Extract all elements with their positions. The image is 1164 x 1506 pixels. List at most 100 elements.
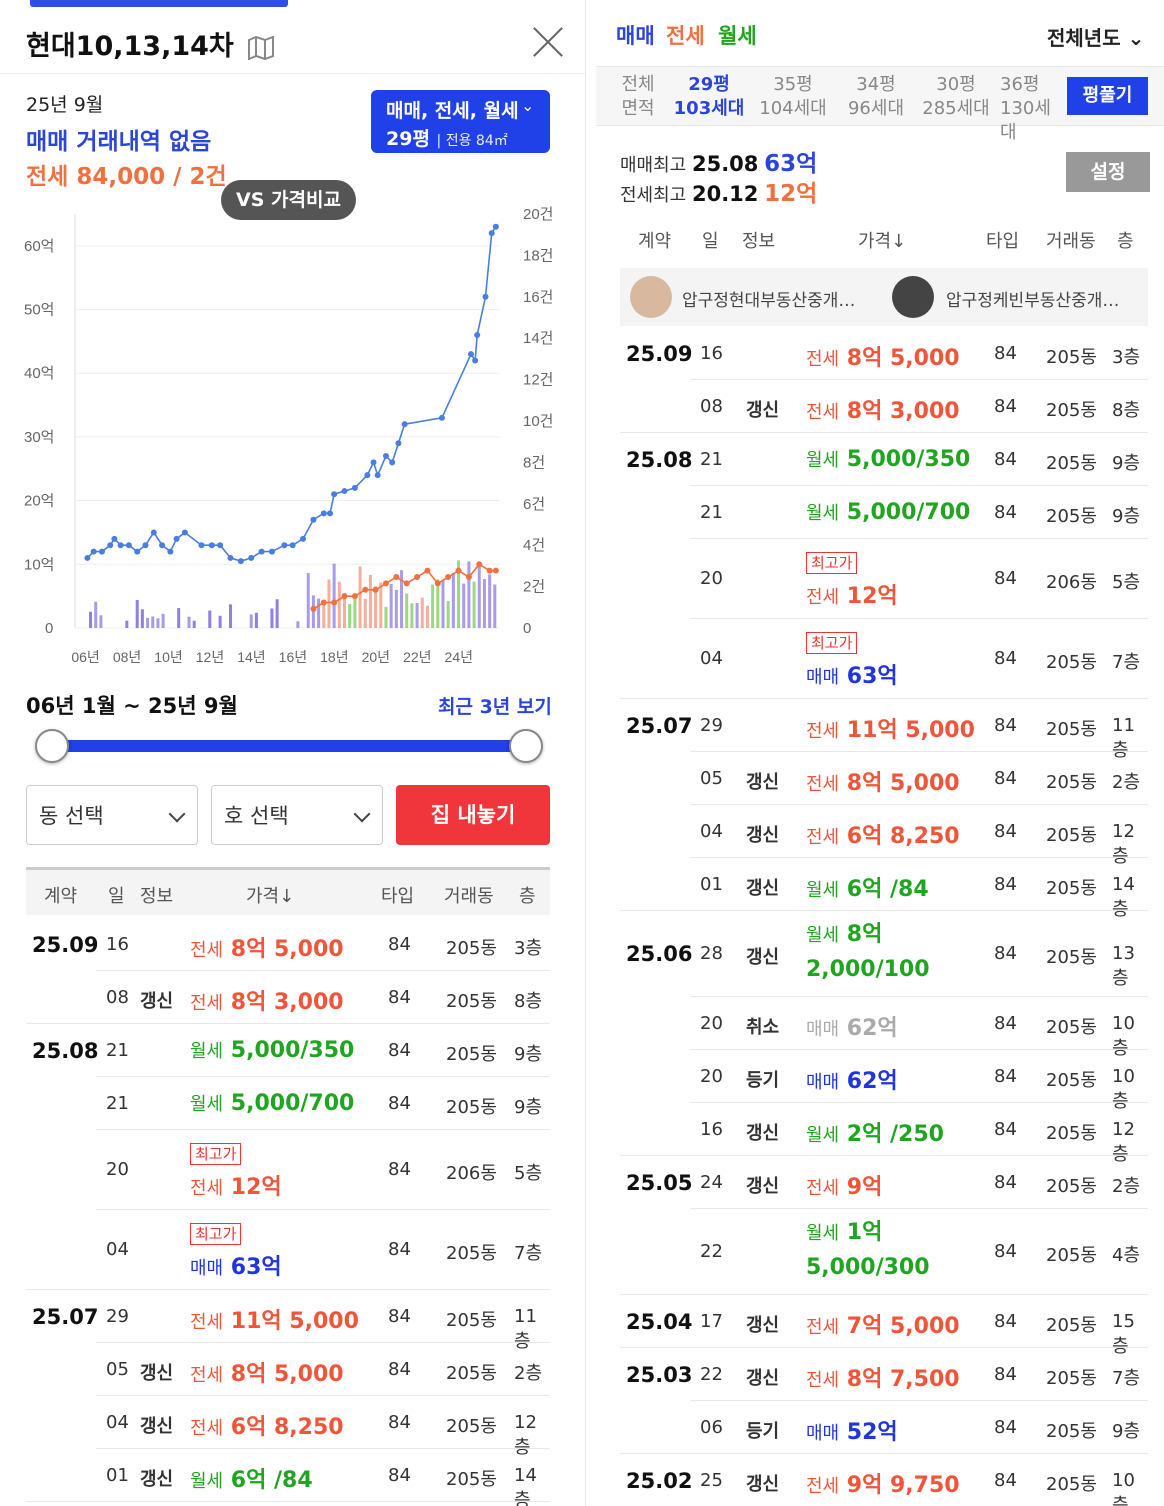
table-row[interactable]: 20 등기 매매 62억 84 205동 10층 xyxy=(620,1050,1148,1112)
sale-series-point xyxy=(117,542,124,549)
trade-floor: 7층 xyxy=(1112,1367,1141,1389)
year-filter[interactable]: 전체년도 ⌄ xyxy=(1047,26,1145,50)
table-row[interactable]: 25.07 29 전세 11억 5,000 84 205동 11층 xyxy=(26,1290,550,1352)
trade-day: 16 xyxy=(700,342,723,364)
agent-name[interactable]: 압구정케빈부동산중개… xyxy=(946,291,1120,311)
table-row[interactable]: 25.09 16 전세 8억 5,000 84 205동 3층 xyxy=(620,327,1148,380)
table-row[interactable]: 25.08 21 월세 5,000/350 84 205동 9층 xyxy=(620,433,1148,486)
sale-series-point xyxy=(90,548,97,555)
tab-sale[interactable]: 매매 xyxy=(616,24,655,48)
trade-price: 전세 11억 5,000 xyxy=(806,717,975,743)
trade-type: 84 xyxy=(994,714,1017,736)
area-tab-36[interactable]: 36평 130세대 xyxy=(1000,74,1051,143)
trade-floor: 9층 xyxy=(1112,505,1141,527)
map-icon[interactable] xyxy=(247,35,275,61)
table-row[interactable]: 01 갱신 월세 6억 /84 84 205동 14층 xyxy=(620,858,1148,920)
table-row[interactable]: 25.07 29 전세 11억 5,000 84 205동 11층 xyxy=(620,699,1148,761)
table-row[interactable]: 08 갱신 전세 8억 3,000 84 205동 8층 xyxy=(620,380,1148,433)
area-tab-all[interactable]: 전체 면적 xyxy=(621,74,655,119)
range-slider-track[interactable] xyxy=(52,740,526,752)
table-row[interactable]: 20 최고가 전세 12억 84 206동 5층 xyxy=(620,539,1148,619)
volume-bar xyxy=(254,612,258,628)
area-tab-35[interactable]: 35평 104세대 xyxy=(759,74,827,119)
col-type[interactable]: 타입 xyxy=(381,886,415,907)
table-row[interactable]: 16 갱신 월세 2억 /250 84 205동 12층 xyxy=(620,1103,1148,1165)
table-row[interactable]: 04 최고가 매매 63억 84 205동 7층 xyxy=(620,619,1148,699)
tab-monthly[interactable]: 월세 xyxy=(718,24,757,48)
table-row[interactable]: 08 갱신 전세 8억 3,000 84 205동 8층 xyxy=(26,971,550,1024)
table-row[interactable]: 25.08 21 월세 5,000/350 84 205동 9층 xyxy=(26,1024,550,1077)
recent-3y-link[interactable]: 최근 3년 보기 xyxy=(438,696,552,718)
table-row[interactable]: 04 갱신 전세 6억 8,250 84 205동 12층 xyxy=(26,1396,550,1458)
table-row[interactable]: 01 갱신 월세 6억 /84 84 205동 14층 xyxy=(26,1449,550,1506)
list-house-button[interactable]: 집 내놓기 xyxy=(396,785,550,845)
table-row[interactable]: 25.03 22 갱신 전세 8억 7,500 84 205동 7층 xyxy=(620,1348,1148,1401)
table-row[interactable]: 20 최고가 전세 12억 84 206동 5층 xyxy=(26,1130,550,1210)
table-row[interactable]: 25.06 28 갱신 월세 8억 2,000/100 84 205동 13층 xyxy=(620,911,1148,997)
col-dong[interactable]: 거래동 xyxy=(1046,231,1096,252)
table-row[interactable]: 22 월세 1억 5,000/300 84 205동 4층 xyxy=(620,1209,1148,1295)
trade-floor: 2층 xyxy=(514,1362,543,1384)
sale-series-point xyxy=(134,548,141,555)
area-tab-34[interactable]: 34평 96세대 xyxy=(847,74,905,119)
table-row[interactable]: 05 갱신 전세 8억 5,000 84 205동 2층 xyxy=(26,1343,550,1396)
table-row[interactable]: 04 최고가 매매 63억 84 205동 7층 xyxy=(26,1210,550,1290)
col-day[interactable]: 일 xyxy=(108,886,125,907)
y-tick-label: 40억 xyxy=(24,365,55,382)
settings-button[interactable]: 설정 xyxy=(1066,152,1150,192)
trade-info: 갱신 xyxy=(140,1468,174,1490)
range-start-handle[interactable] xyxy=(35,729,69,763)
dong-select[interactable]: 동 선택 xyxy=(26,785,198,845)
table-row[interactable]: 25.05 24 갱신 전세 9억 84 205동 2층 xyxy=(620,1156,1148,1209)
sale-series-point xyxy=(248,554,255,561)
table-row[interactable]: 05 갱신 전세 8억 5,000 84 205동 2층 xyxy=(620,752,1148,805)
sale-series-point xyxy=(173,535,180,542)
ho-select[interactable]: 호 선택 xyxy=(211,785,383,845)
vs-compare-button[interactable]: VS 가격비교 xyxy=(221,180,356,220)
volume-bar xyxy=(146,617,150,628)
table-row[interactable]: 04 갱신 전세 6억 8,250 84 205동 12층 xyxy=(620,805,1148,867)
volume-bar xyxy=(177,608,181,628)
table-row[interactable]: 20 취소 매매 62억 84 205동 10층 xyxy=(620,997,1148,1059)
col-floor[interactable]: 층 xyxy=(1117,231,1134,252)
volume-bar xyxy=(218,615,222,628)
trade-dong: 205동 xyxy=(1046,718,1097,740)
trade-info: 갱신 xyxy=(746,399,780,421)
row-divider xyxy=(690,996,1148,997)
tab-jeonse[interactable]: 전세 xyxy=(666,24,705,48)
area-tab-30[interactable]: 30평 285세대 xyxy=(922,74,990,119)
x-tick-label: 08년 xyxy=(113,649,141,665)
table-row[interactable]: 21 월세 5,000/700 84 205동 9층 xyxy=(620,486,1148,539)
expand-area-button[interactable]: 평풀기 xyxy=(1067,77,1148,115)
table-row[interactable]: 21 월세 5,000/700 84 205동 9층 xyxy=(26,1077,550,1130)
col-contract[interactable]: 계약 xyxy=(44,886,78,907)
col-price[interactable]: 가격↓ xyxy=(246,886,295,907)
area-tab-29[interactable]: 29평 103세대 xyxy=(673,74,745,119)
col-info[interactable]: 정보 xyxy=(140,886,174,907)
col-price[interactable]: 가격↓ xyxy=(858,231,907,252)
trade-floor: 8층 xyxy=(1112,399,1141,421)
col-dong[interactable]: 거래동 xyxy=(444,886,494,907)
table-row[interactable]: 06 등기 매매 52억 84 205동 9층 xyxy=(620,1401,1148,1454)
table-row[interactable]: 25.02 25 갱신 전세 9억 9,750 84 205동 10층 xyxy=(620,1454,1148,1506)
jeonse-summary: 전세 84,000 / 2건 xyxy=(26,164,227,190)
col-floor[interactable]: 층 xyxy=(519,886,536,907)
type-area-filter[interactable]: 매매, 전세, 월세 ⌄ 29평 | 전용 84㎡ xyxy=(371,90,550,153)
trade-dong: 205동 xyxy=(446,1096,497,1118)
trade-floor: 9층 xyxy=(514,1096,543,1118)
table-row[interactable]: 25.09 16 전세 8억 5,000 84 205동 3층 xyxy=(26,918,550,971)
price-chart: 0 10억 20억 30억 40억 50억 60억 0 2건 4건 6건 8건 10건 12건 14건 16건… xyxy=(24,206,554,665)
row-divider xyxy=(690,804,1148,805)
range-end-handle[interactable] xyxy=(509,729,543,763)
agent-name[interactable]: 압구정현대부동산중개… xyxy=(682,291,856,311)
col-info[interactable]: 정보 xyxy=(742,231,776,252)
col-contract[interactable]: 계약 xyxy=(638,231,672,252)
row-divider xyxy=(690,1102,1148,1103)
sale-series-point xyxy=(370,459,377,466)
left-trade-list: 25.09 16 전세 8억 5,000 84 205동 3층 08 갱신 전세 8억 3,00… xyxy=(26,0,550,1506)
col-day[interactable]: 일 xyxy=(702,231,719,252)
table-row[interactable]: 25.04 17 갱신 전세 7억 5,000 84 205동 15층 xyxy=(620,1295,1148,1357)
trade-price: 매매 62억 xyxy=(806,1015,898,1041)
col-type[interactable]: 타입 xyxy=(986,231,1020,252)
agent-banner[interactable]: 압구정현대부동산중개… 압구정케빈부동산중개… xyxy=(620,268,1148,326)
